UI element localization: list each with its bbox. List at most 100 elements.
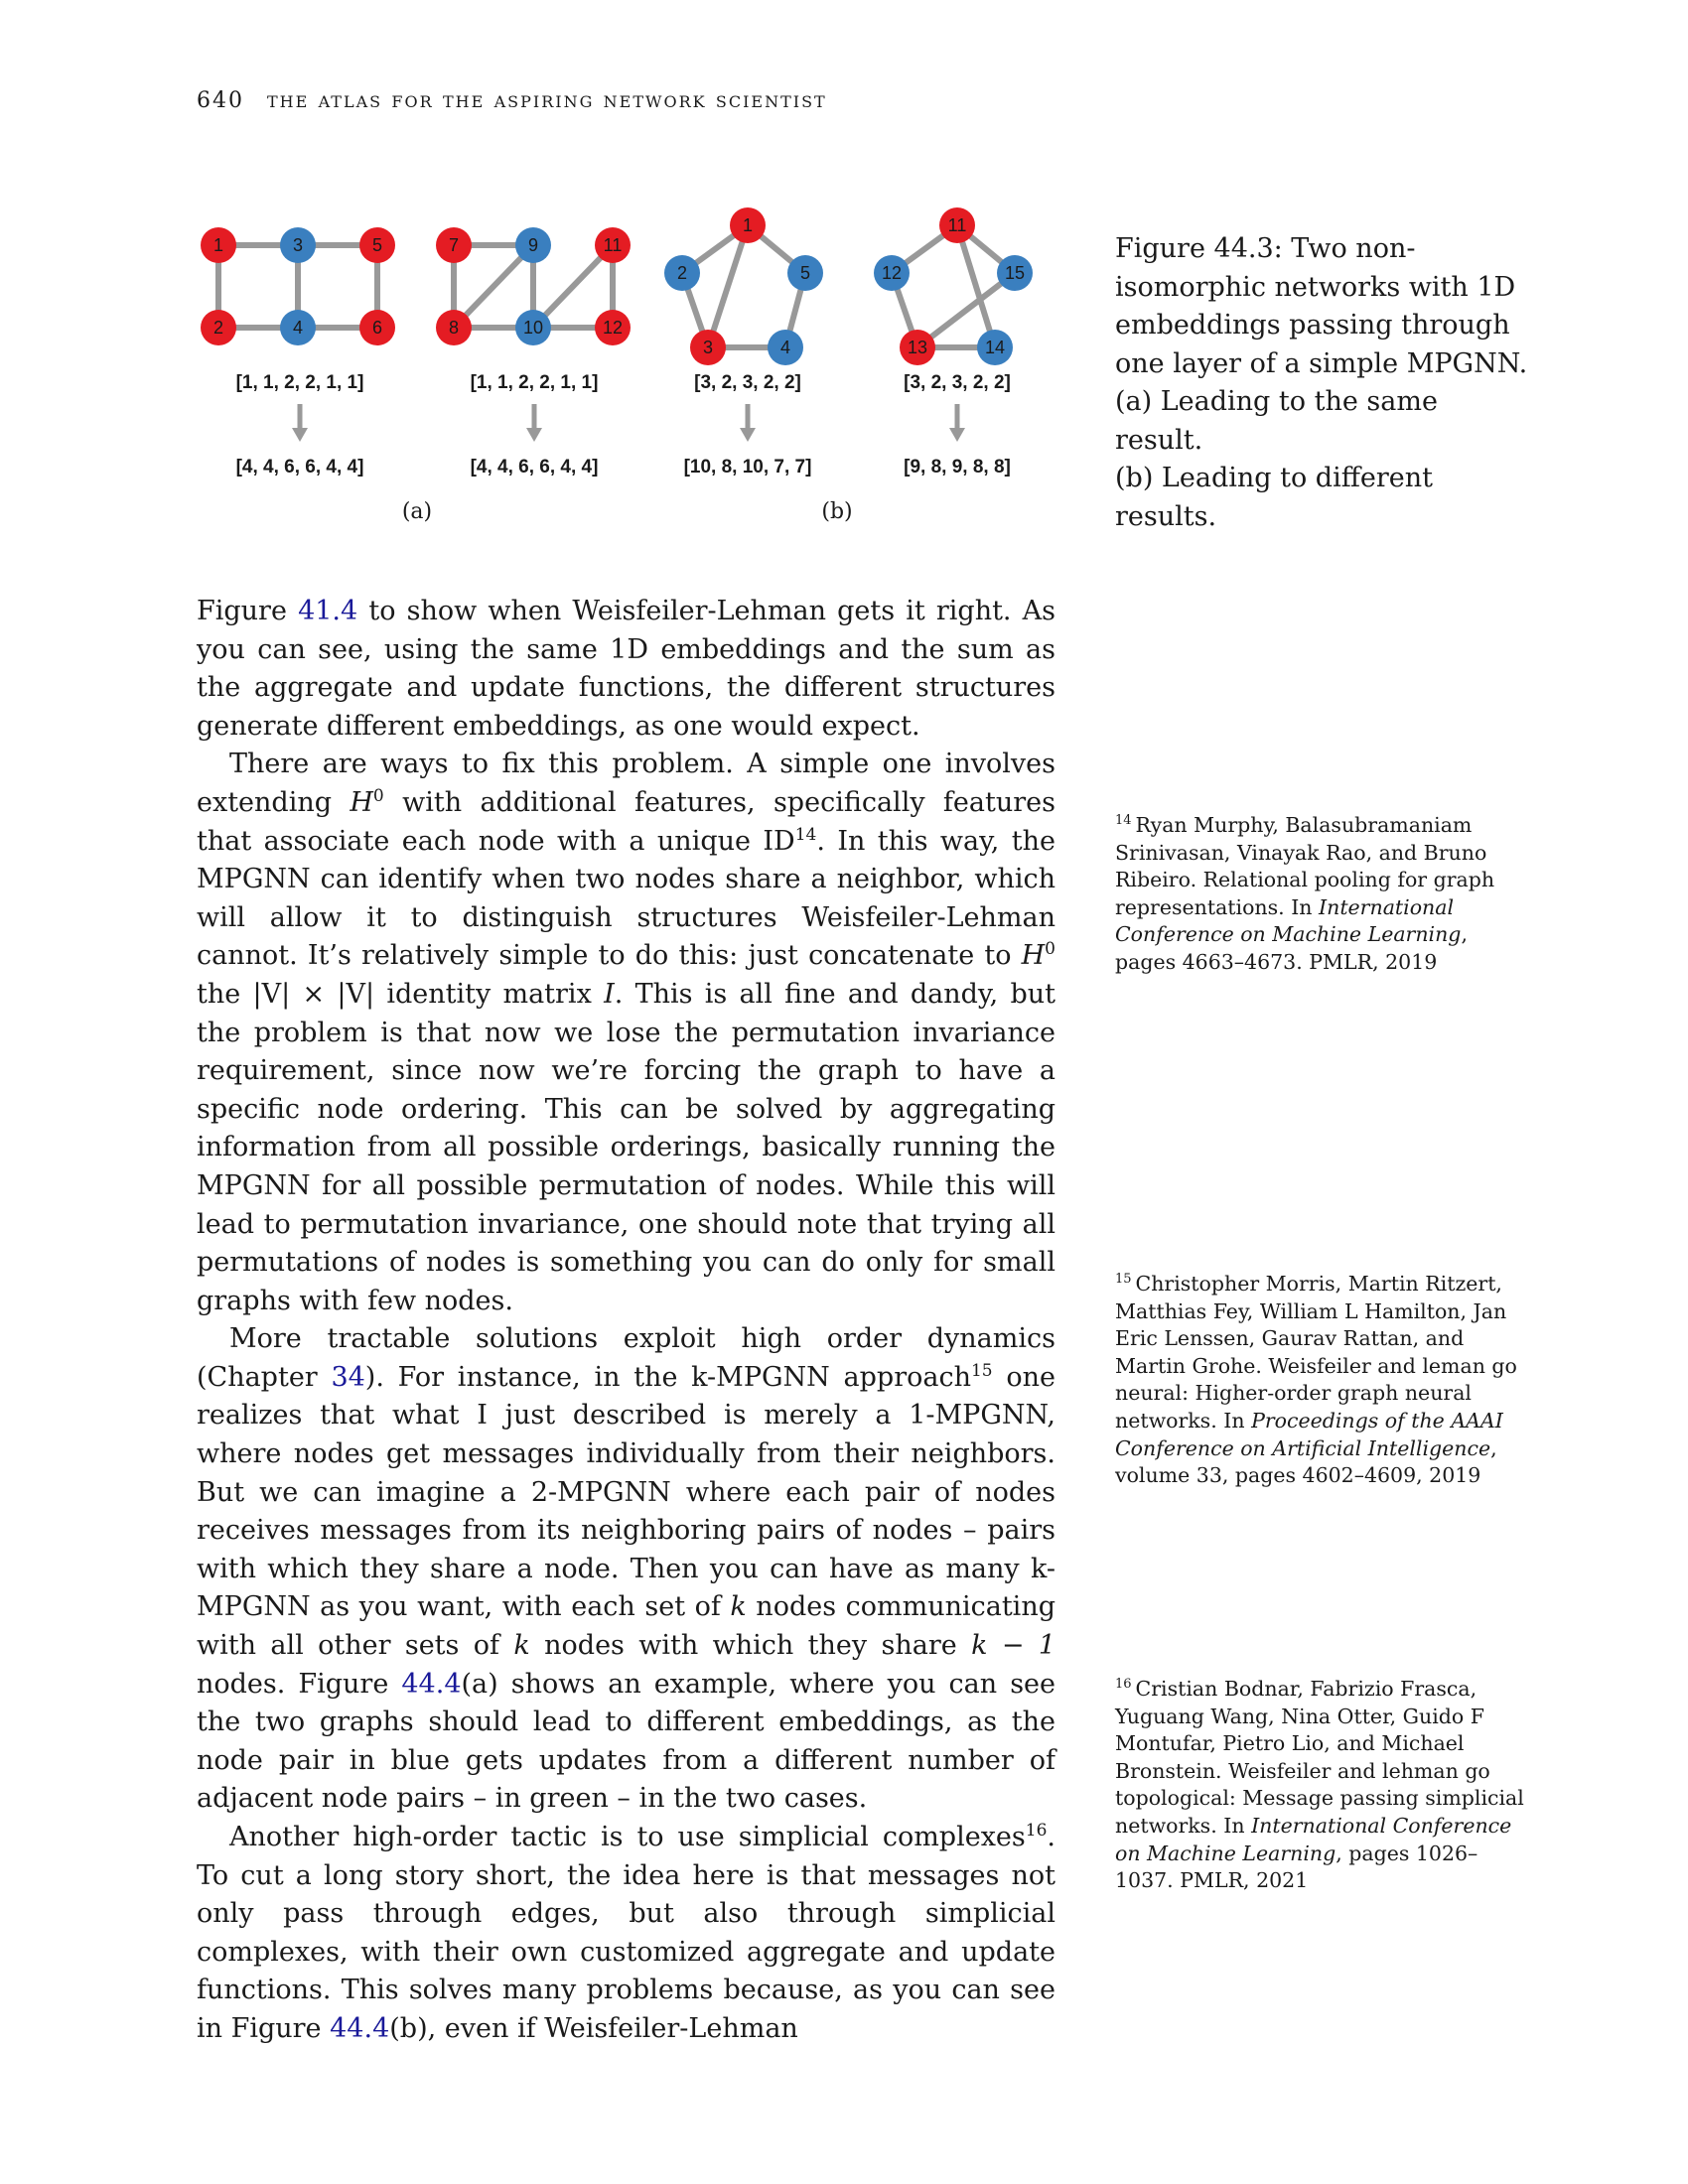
sidenote-14: 14 Ryan Murphy, Balasubramaniam Srinivasa… [1115,812,1532,977]
body-text: Figure 41.4 to show when Weisfeiler-Lehm… [197,593,1055,2049]
text: Christopher Morris, Martin Ritzert, Matt… [1115,1272,1517,1433]
text: , pages 1026–1037. PMLR, 2021 [1115,1841,1478,1893]
node [436,227,472,263]
output-vector: [4, 4, 6, 6, 4, 4] [471,457,599,478]
arrow [526,404,542,442]
text: . To cut a long story short, the idea he… [197,1822,1055,2044]
math: I [604,978,615,1010]
venue: International Conference on Machine Lear… [1115,1813,1512,1865]
input-vector: [3, 2, 3, 2, 2] [694,372,801,393]
node [664,255,700,291]
node-label: 11 [948,215,967,235]
venue: International Conference on Machine Lear… [1115,894,1462,947]
node [280,227,316,263]
figure-44-3: 1 3 5 2 4 6 [1, 1, 2, 2, 1, 1] [4, 4, 6,… [201,207,1033,524]
math-sup: 0 [372,785,384,806]
math: k [730,1591,747,1623]
output-vector: [4, 4, 6, 6, 4, 4] [236,457,364,478]
sidenote-number: 14 [1115,813,1132,829]
node-label: 2 [213,318,223,338]
node [595,227,631,263]
graph-b-left-nodes: 1 2 5 3 4 [664,207,823,365]
node-label: 7 [449,235,459,255]
input-vector: [3, 2, 3, 2, 2] [904,372,1011,393]
node [768,330,803,365]
arrow [949,404,965,442]
node [939,207,975,243]
node-label: 1 [213,235,223,255]
node [515,310,551,345]
text: nodes with which they share [529,1630,972,1662]
arrow [740,404,756,442]
node [515,227,551,263]
graph-b-left [679,222,808,350]
venue: Proceedings of the AAAI Conference on Ar… [1115,1408,1503,1460]
text: Cristian Bodnar, Fabrizio Frasca, Yuguan… [1115,1677,1524,1838]
figure-link[interactable]: 44.4 [330,2012,390,2044]
node-label: 3 [703,338,713,357]
caption-b: (b) Leading to different results. [1115,463,1434,532]
node-label: 8 [449,318,459,338]
node-label: 13 [908,338,927,357]
sidenote-16: 16 Cristian Bodnar, Fabrizio Frasca, Yugu… [1115,1676,1532,1895]
running-title: the atlas for the aspiring network scien… [267,87,827,113]
output-vector: [10, 8, 10, 7, 7] [684,457,812,478]
footnote-marker: 15 [970,1360,993,1381]
node-label: 2 [677,263,687,283]
node-label: 1 [743,215,753,235]
node [201,310,236,345]
arrow [292,404,308,442]
text: . This is all fine and dandy, but the pr… [197,978,1055,1316]
text: nodes communicating with all other sets … [197,1591,1055,1662]
node [201,227,236,263]
node [874,255,910,291]
node-label: 3 [293,235,303,255]
node [359,227,395,263]
node-label: 4 [780,338,790,357]
text: Another high-order tactic is to use simp… [229,1822,1026,1852]
chapter-link[interactable]: 34 [331,1361,365,1393]
sidenote-15: 15 Christopher Morris, Martin Ritzert, Ma… [1115,1271,1532,1490]
paragraph: There are ways to fix this problem. A si… [197,746,1055,1320]
graph-a-left-nodes: 1 3 5 2 4 6 [201,227,395,345]
text: with additional features, specifically f… [197,786,1055,857]
text: , volume 33, pages 4602–4609, 2019 [1115,1435,1497,1488]
figure-link[interactable]: 41.4 [298,596,358,626]
text: ). For instance, in the k-MPGNN approach [364,1361,971,1393]
text: Figure [197,596,299,626]
input-vector: [1, 1, 2, 2, 1, 1] [471,372,599,393]
math: k − 1 [971,1630,1056,1662]
node [280,310,316,345]
text: . In this way, the MPGNN can identify wh… [197,825,1055,972]
node-label: 10 [523,318,543,338]
paragraph: Another high-order tactic is to use simp… [197,1819,1055,2049]
node-label: 11 [604,235,623,255]
sidenote-number: 16 [1115,1677,1132,1693]
input-vector: [1, 1, 2, 2, 1, 1] [236,372,364,393]
math: H [350,786,373,818]
text: (b), even if Weisfeiler-Lehman [389,2012,798,2044]
text: , pages 4663–4673. PMLR, 2019 [1115,922,1468,974]
text: to show when Weisfeiler-Lehman gets it r… [197,596,1056,742]
graph-b-right-nodes: 11 12 15 13 14 [874,207,1033,365]
figure-link[interactable]: 44.4 [401,1668,462,1700]
math-sup: 0 [1045,939,1055,960]
node-label: 9 [528,235,538,255]
text: (a) shows an example, where you can see … [197,1668,1056,1815]
graph-b-right [889,222,1017,350]
node [595,310,631,345]
math: H [1021,940,1046,972]
node-label: 12 [882,263,902,283]
node-label: 5 [800,263,810,283]
panel-label-a: (a) [402,499,432,524]
node-label: 5 [372,235,382,255]
footnote-marker: 16 [1025,1821,1048,1841]
running-header: 640 the atlas for the aspiring network s… [197,87,827,113]
caption-a: (a) Leading to the same result. [1115,386,1438,456]
paragraph: More tractable solutions exploit high or… [197,1320,1055,1819]
node [730,207,766,243]
math: k [513,1630,530,1662]
footnote-marker: 14 [794,824,817,845]
sidenote-number: 15 [1115,1272,1132,1288]
node [436,310,472,345]
